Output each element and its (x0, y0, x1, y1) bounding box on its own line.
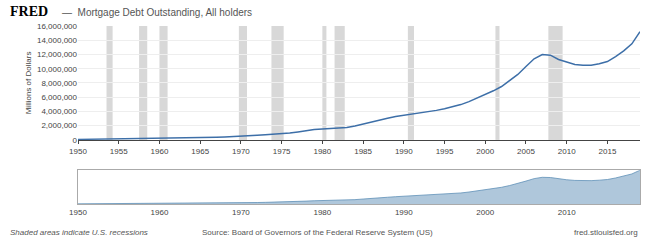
svg-text:0: 0 (73, 136, 78, 145)
svg-text:1990: 1990 (395, 208, 413, 217)
svg-text:10,000,000: 10,000,000 (37, 65, 78, 74)
svg-text:2,000,000: 2,000,000 (41, 121, 77, 130)
svg-text:8,000,000: 8,000,000 (41, 79, 77, 88)
svg-text:1950: 1950 (69, 147, 87, 156)
svg-text:2010: 2010 (558, 208, 576, 217)
svg-text:FRED: FRED (10, 4, 48, 19)
svg-text:1965: 1965 (191, 147, 209, 156)
svg-text:1955: 1955 (110, 147, 128, 156)
svg-text:4,000,000: 4,000,000 (41, 107, 77, 116)
svg-text:1960: 1960 (151, 208, 169, 217)
svg-text:1970: 1970 (232, 208, 250, 217)
svg-text:1970: 1970 (232, 147, 250, 156)
svg-text:fred.stlouisfed.org: fred.stlouisfed.org (574, 228, 638, 237)
svg-text:6,000,000: 6,000,000 (41, 93, 77, 102)
svg-text:1950: 1950 (69, 208, 87, 217)
svg-text:2000: 2000 (476, 147, 494, 156)
svg-text:1980: 1980 (313, 147, 331, 156)
svg-text:1975: 1975 (273, 147, 291, 156)
svg-text:Shaded areas indicate U.S. rec: Shaded areas indicate U.S. recessions (10, 228, 148, 237)
svg-text:2000: 2000 (476, 208, 494, 217)
svg-text:1995: 1995 (436, 147, 454, 156)
svg-text:Source: Board of Governors of: Source: Board of Governors of the Federa… (202, 228, 433, 237)
svg-text:14,000,000: 14,000,000 (37, 36, 78, 45)
svg-text:2010: 2010 (558, 147, 576, 156)
svg-text:— Mortgage Debt Outstanding,: — Mortgage Debt Outstanding, All holders (62, 7, 252, 18)
svg-text:1980: 1980 (313, 208, 331, 217)
svg-text:2015: 2015 (599, 147, 617, 156)
svg-text:16,000,000: 16,000,000 (37, 22, 78, 31)
svg-text:1990: 1990 (395, 147, 413, 156)
svg-text:2005: 2005 (517, 147, 535, 156)
svg-text:12,000,000: 12,000,000 (37, 50, 78, 59)
svg-text:1985: 1985 (354, 147, 372, 156)
svg-text:Millions of Dollars: Millions of Dollars (24, 52, 33, 115)
svg-text:1960: 1960 (151, 147, 169, 156)
